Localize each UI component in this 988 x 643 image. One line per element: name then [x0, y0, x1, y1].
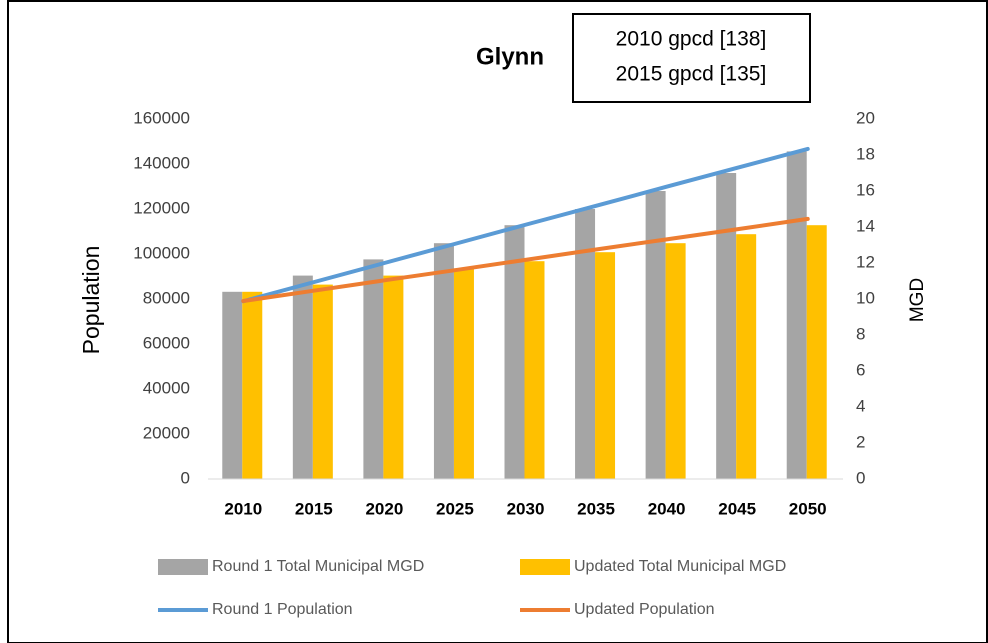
y-tick-label: 20000 — [143, 423, 190, 442]
y2-tick-label: 18 — [856, 144, 875, 163]
bar — [242, 291, 263, 479]
line-series — [241, 146, 810, 304]
legend-label: Updated Population — [574, 601, 715, 618]
chart-border — [7, 0, 988, 643]
x-tick-label: 2010 — [224, 499, 262, 518]
bar — [595, 252, 616, 479]
chart-title: Glynn — [476, 43, 544, 70]
annotation-box — [572, 13, 811, 103]
legend-label: Updated Total Municipal MGD — [574, 558, 786, 575]
bar — [645, 191, 666, 479]
y2-tick-label: 2 — [856, 432, 865, 451]
bar — [292, 275, 313, 479]
x-tick-label: 2015 — [295, 499, 333, 518]
bar — [524, 261, 545, 479]
y2-tick-label: 4 — [856, 396, 865, 415]
y-tick-label: 140000 — [133, 153, 190, 172]
y-tick-label: 160000 — [133, 108, 190, 127]
y2-tick-label: 16 — [856, 180, 875, 199]
legend-swatch — [158, 559, 208, 575]
bar — [665, 243, 686, 479]
y2-tick-label: 0 — [856, 468, 865, 487]
x-tick-label: 2035 — [577, 499, 615, 518]
x-tick-label: 2045 — [718, 499, 756, 518]
y-axis-title: Population — [78, 246, 104, 355]
bar — [222, 291, 243, 479]
y2-axis-title: MGD — [907, 278, 928, 322]
y2-tick-label: 8 — [856, 324, 865, 343]
y2-tick-label: 20 — [856, 108, 875, 127]
y2-tick-label: 14 — [856, 216, 875, 235]
line-series — [241, 216, 810, 304]
annotation: 2010 gpcd [138] — [616, 28, 767, 51]
x-tick-label: 2020 — [365, 499, 403, 518]
y-tick-label: 100000 — [133, 243, 190, 262]
x-tick-label: 2030 — [507, 499, 545, 518]
y2-tick-label: 10 — [856, 288, 875, 307]
y-tick-label: 80000 — [143, 288, 190, 307]
y-tick-label: 60000 — [143, 333, 190, 352]
x-tick-label: 2040 — [648, 499, 686, 518]
legend-swatch — [520, 559, 570, 575]
bar — [736, 234, 757, 479]
bar — [363, 259, 384, 479]
x-tick-label: 2025 — [436, 499, 474, 518]
bar — [383, 275, 404, 479]
bar — [575, 209, 596, 479]
annotation: 2015 gpcd [135] — [616, 63, 767, 86]
y2-tick-label: 12 — [856, 252, 875, 271]
y-tick-label: 0 — [181, 468, 190, 487]
y2-tick-label: 6 — [856, 360, 865, 379]
legend-label: Round 1 Population — [212, 601, 353, 618]
bar — [453, 268, 474, 479]
bar — [786, 151, 807, 479]
bar — [504, 225, 525, 479]
bar — [806, 225, 827, 479]
x-tick-label: 2050 — [789, 499, 827, 518]
legend-label: Round 1 Total Municipal MGD — [212, 558, 424, 575]
y-tick-label: 40000 — [143, 378, 190, 397]
bar — [716, 173, 737, 479]
bar — [312, 284, 333, 479]
y-tick-label: 120000 — [133, 198, 190, 217]
bar — [433, 243, 454, 479]
